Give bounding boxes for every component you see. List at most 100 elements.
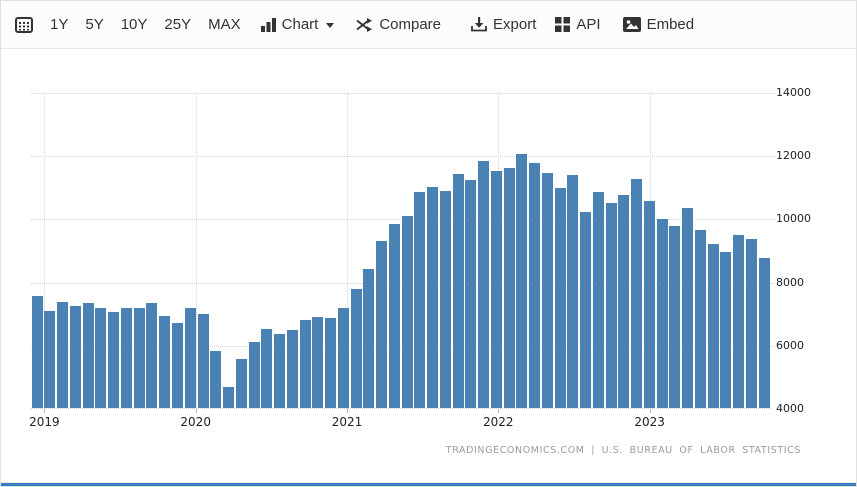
bar[interactable] [401,216,413,408]
range-button-10y[interactable]: 10Y [121,11,148,38]
bar[interactable] [376,241,388,408]
bar[interactable] [427,187,439,408]
y-gridline [31,156,775,158]
bar[interactable] [299,320,311,408]
bar[interactable] [210,351,222,408]
bar[interactable] [452,174,464,408]
api-grid-icon [555,17,571,32]
download-icon [471,17,487,32]
compare-button[interactable]: Compare [356,11,441,38]
range-button-25y[interactable]: 25Y [164,11,191,38]
chart-type-button[interactable]: Chart [260,11,335,38]
chart-area: 4000 6000 8000 10000 12000 14000 2019 2020 2021 2… [1,49,856,481]
x-tick [649,409,651,413]
x-tick [347,409,348,413]
y-gridline [31,93,775,94]
bar[interactable] [465,180,477,408]
bar[interactable] [312,317,324,408]
bar[interactable] [694,229,706,408]
year-gridline [347,93,348,409]
bar[interactable] [503,167,515,408]
bar[interactable] [478,161,490,408]
x-axis-label: 2021 [331,415,363,429]
bar[interactable] [171,323,183,408]
y-axis-label: 10000 [776,212,811,226]
y-axis-label: 14000 [776,86,811,99]
bar[interactable] [31,296,43,408]
calendar-button[interactable] [15,11,33,39]
bar[interactable] [184,308,196,408]
bar[interactable] [57,302,69,408]
bar[interactable] [337,307,349,408]
bar[interactable] [758,257,770,408]
embed-button[interactable]: Embed [622,11,695,38]
bar[interactable] [605,202,617,408]
bar[interactable] [541,173,553,408]
export-button[interactable]: Export [471,11,536,38]
bar[interactable] [554,188,566,408]
plot-area[interactable] [31,93,775,409]
compare-label: Compare [379,16,442,33]
year-gridline [195,93,197,409]
export-label: Export [493,16,537,33]
bar[interactable] [223,386,234,408]
api-button[interactable]: API [555,11,601,38]
y-axis-label: 6000 [776,338,804,352]
bar[interactable] [363,269,375,408]
bar[interactable] [529,162,541,408]
bar[interactable] [44,311,56,408]
bar[interactable] [235,359,247,408]
bar[interactable] [133,307,145,408]
bar[interactable] [95,308,107,408]
x-tick [498,409,500,413]
bar[interactable] [414,191,426,408]
range-button-5y[interactable]: 5Y [85,11,103,38]
bar[interactable] [350,289,362,408]
bar[interactable] [745,238,757,408]
chevron-down-icon [326,23,335,28]
attribution: TRADINGECONOMICS.COM | U.S. BUREAU OF LA… [445,445,801,456]
bar[interactable] [643,201,655,408]
bar[interactable] [439,191,451,408]
footer-divider [1,482,856,483]
bar[interactable] [720,251,732,408]
x-axis-label: 2020 [180,415,211,429]
embed-label: Embed [646,16,695,33]
bar[interactable] [580,212,592,408]
bar[interactable] [286,329,298,408]
bottom-accent-bar [1,483,856,486]
bar-chart-icon [260,17,276,32]
bar[interactable] [490,170,502,408]
bar[interactable] [733,234,745,408]
range-button-1y[interactable]: 1Y [50,11,68,38]
bar[interactable] [146,303,158,408]
bar[interactable] [516,153,528,408]
bar[interactable] [261,329,273,408]
bar[interactable] [108,311,120,408]
bar[interactable] [82,303,94,408]
calendar-icon [15,16,33,33]
range-button-max[interactable]: MAX [208,11,241,38]
bar[interactable] [274,334,286,408]
bar[interactable] [248,341,260,408]
bar[interactable] [682,208,694,408]
bar[interactable] [707,244,719,408]
bar[interactable] [618,194,630,408]
bar[interactable] [69,306,81,408]
bar[interactable] [197,313,209,408]
bar[interactable] [120,307,132,408]
bar[interactable] [656,218,668,408]
x-axis-label: 2019 [29,415,60,429]
bar[interactable] [325,318,337,408]
bar[interactable] [159,315,171,408]
bar[interactable] [669,226,681,408]
bar[interactable] [388,223,400,408]
chart-toolbar: 1Y 5Y 10Y 25Y MAX Chart [1,1,856,49]
year-gridline [44,93,46,409]
chart-type-label: Chart [281,16,319,33]
bar[interactable] [592,191,604,408]
compare-shuffle-icon [356,17,373,32]
bar[interactable] [631,179,643,408]
bar[interactable] [567,174,579,408]
